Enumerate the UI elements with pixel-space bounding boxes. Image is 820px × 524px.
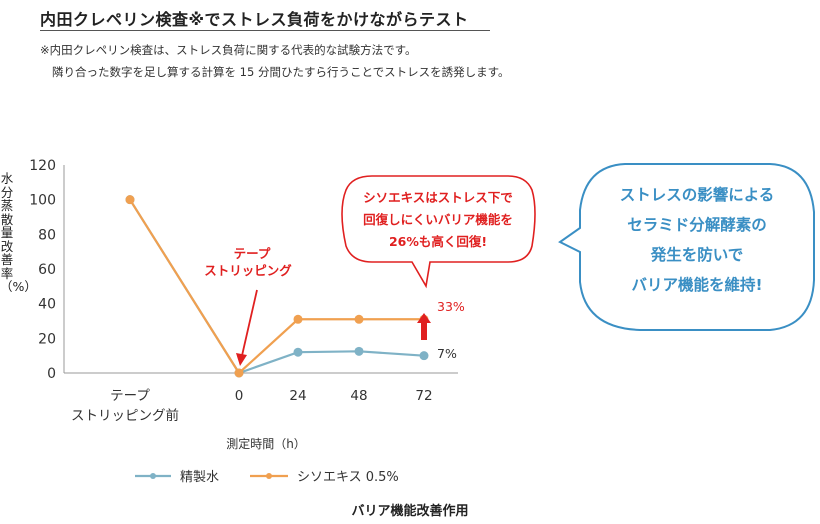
legend-shisoekisu-label: シソエキス 0.5%: [297, 470, 399, 485]
note-line-2: 隣り合った数字を足し算する計算を 15 分間ひたすら行うことでストレスを誘発しま…: [52, 65, 510, 79]
blue-speech-bubble: [558, 163, 815, 331]
data-point: [354, 314, 364, 324]
legend-water-marker: [150, 473, 156, 479]
data-point: [234, 368, 244, 378]
x-tick-label: テープ: [110, 388, 150, 404]
red-bubble-text: 26%も高く回復!: [389, 234, 487, 249]
red-speech-bubble: [341, 175, 536, 289]
x-tick-label: ストリッピング前: [71, 407, 179, 424]
y-tick-label: 20: [38, 331, 56, 347]
data-point: [293, 314, 303, 324]
legend-shisoekisu-marker: [266, 473, 272, 479]
blue-bubble-text: バリア機能を維持!: [631, 275, 762, 294]
annotation-arrow-line: [240, 289, 258, 361]
x-tick-label: 0: [235, 388, 244, 404]
red-bubble-text: 回復しにくいバリア機能を: [363, 212, 513, 227]
blue-bubble-text: 発生を防いで: [650, 245, 744, 264]
x-tick-label: 24: [289, 388, 306, 404]
chart-title: 内田クレペリン検査※でストレス負荷をかけながらテスト: [40, 10, 469, 29]
y-tick-label: 40: [38, 297, 56, 313]
x-tick-label: 72: [415, 388, 432, 404]
y-tick-label: 100: [29, 193, 56, 209]
data-point: [354, 346, 364, 356]
stripping-annotation-text: テープ: [234, 246, 271, 261]
end-label-water: 7%: [437, 346, 457, 361]
y-tick-label: 60: [38, 262, 56, 278]
red-bubble-text: シソエキスはストレス下で: [363, 190, 513, 205]
y-tick-label: 0: [47, 366, 56, 382]
chart-footer: バリア機能改善作用: [351, 504, 469, 519]
y-tick-label: 80: [38, 227, 56, 243]
end-label-shisoekisu: 33%: [437, 299, 465, 314]
data-point: [125, 195, 135, 205]
stripping-annotation-text: ストリッピング: [204, 263, 292, 278]
x-tick-label: 48: [350, 388, 367, 404]
data-point: [293, 347, 303, 357]
blue-bubble-text: セラミド分解酵素の: [627, 215, 767, 234]
note-line-1: ※内田クレペリン検査は、ストレス負荷に関する代表的な試験方法です。: [40, 43, 417, 57]
data-point: [419, 351, 429, 361]
blue-bubble-text: ストレスの影響による: [620, 185, 775, 204]
legend-water-label: 精製水: [180, 470, 219, 485]
y-tick-label: 120: [29, 158, 56, 174]
up-arrow-icon: [417, 313, 431, 340]
annotation-arrowhead-icon: [236, 353, 247, 366]
title-underline: [40, 30, 490, 31]
x-axis-label: 測定時間（h）: [226, 436, 306, 451]
